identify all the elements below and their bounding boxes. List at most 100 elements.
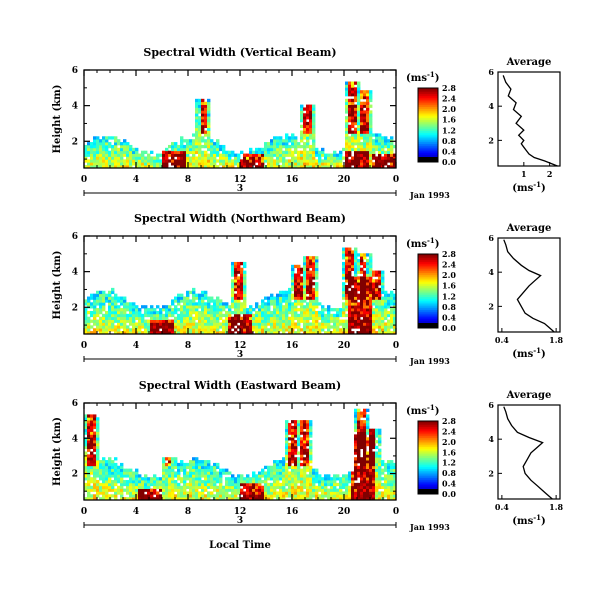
heatmap-cell — [321, 497, 325, 501]
heatmap-cell — [372, 296, 376, 300]
heatmap-cell — [303, 136, 307, 140]
heatmap-cell — [168, 308, 172, 312]
heatmap-cell — [111, 494, 115, 498]
heatmap-cell — [372, 139, 376, 143]
heatmap-cell — [111, 144, 115, 149]
heatmap-cell — [93, 165, 97, 169]
heatmap-cell — [279, 319, 283, 323]
heatmap-cell — [258, 313, 262, 318]
heatmap-cell — [171, 313, 175, 318]
heatmap-cell — [96, 457, 100, 461]
heatmap-cell — [162, 150, 166, 154]
heatmap-cell — [372, 471, 376, 475]
heatmap-cell — [195, 328, 199, 332]
heatmap-cell — [393, 144, 397, 149]
heatmap-cell — [336, 331, 340, 335]
heatmap-cell — [330, 313, 334, 318]
heatmap-cell — [360, 299, 364, 303]
heatmap-cell — [90, 310, 94, 315]
heatmap-cell — [366, 139, 370, 143]
heatmap-cell — [153, 313, 157, 318]
heatmap-cell — [144, 488, 148, 492]
heatmap-cell — [363, 488, 367, 492]
heatmap-cell — [90, 296, 94, 300]
heatmap-cell — [213, 328, 217, 332]
heatmap-cell — [348, 159, 352, 163]
heatmap-cell — [372, 270, 376, 274]
heatmap-cell — [168, 480, 172, 484]
heatmap-cell — [246, 482, 250, 487]
heatmap-cell — [315, 290, 319, 295]
heatmap-cell — [342, 491, 346, 495]
heatmap-cell — [117, 296, 121, 300]
heatmap-cell — [201, 144, 205, 149]
heatmap-cell — [300, 440, 304, 444]
heatmap-cell — [363, 448, 367, 452]
heatmap-cell — [309, 422, 313, 427]
heatmap-cell — [87, 328, 91, 332]
heatmap-cell — [375, 290, 379, 295]
heatmap-cell — [267, 310, 271, 315]
heatmap-cell — [345, 313, 349, 318]
heatmap-cell — [327, 305, 331, 309]
heatmap-cell — [375, 497, 379, 501]
heatmap-cell — [291, 448, 295, 452]
heatmap-cell — [135, 165, 139, 169]
heatmap-cell — [327, 328, 331, 332]
heatmap-cell — [177, 293, 181, 297]
heatmap-cell — [318, 328, 322, 332]
heatmap-cell — [120, 296, 124, 300]
heatmap-cell — [291, 485, 295, 489]
heatmap-cell — [228, 162, 232, 166]
heatmap-cell — [345, 477, 349, 481]
heatmap-cell — [291, 322, 295, 326]
heatmap-cell — [180, 488, 184, 492]
heatmap-cell — [96, 440, 100, 444]
colorbar-zero-segment — [418, 157, 438, 162]
heatmap-cell — [153, 308, 157, 312]
heatmap-cell — [177, 159, 181, 163]
heatmap-cell — [375, 313, 379, 318]
heatmap-cell — [315, 270, 319, 274]
heatmap-cell — [360, 480, 364, 484]
heatmap-cell — [93, 417, 97, 421]
heatmap-cell — [288, 299, 292, 303]
heatmap-cell — [366, 497, 370, 501]
heatmap-cell — [117, 325, 121, 329]
heatmap-cell — [189, 147, 193, 152]
heatmap-cell — [342, 319, 346, 323]
heatmap-cell — [357, 93, 361, 97]
heatmap-cell — [282, 296, 286, 300]
heatmap-cell — [258, 147, 262, 152]
heatmap-cell — [291, 442, 295, 447]
heatmap-cell — [147, 308, 151, 312]
heatmap-cell — [387, 305, 391, 309]
heatmap-cell — [252, 156, 256, 160]
heatmap-cell — [93, 159, 97, 163]
heatmap-cell — [162, 328, 166, 332]
heatmap-cell — [126, 485, 130, 489]
heatmap-cell — [225, 156, 229, 160]
heatmap-cell — [369, 302, 373, 306]
heatmap-cell — [372, 316, 376, 320]
heatmap-cell — [342, 253, 346, 257]
heatmap-cell — [243, 261, 247, 266]
heatmap-cell — [228, 319, 232, 323]
heatmap-cell — [150, 491, 154, 495]
heatmap-cell — [168, 331, 172, 335]
heatmap-cell — [195, 136, 199, 140]
colorbar-segment — [418, 437, 438, 440]
heatmap-cell — [360, 468, 364, 472]
profile-frame — [497, 237, 561, 333]
heatmap-cell — [360, 414, 364, 418]
heatmap-cell — [132, 482, 136, 487]
heatmap-cell — [180, 460, 184, 464]
heatmap-cell — [390, 485, 394, 489]
colorbar-segment — [418, 291, 438, 294]
heatmap-cell — [237, 331, 241, 335]
heatmap-cell — [354, 136, 358, 140]
heatmap-cell — [279, 474, 283, 478]
heatmap-cell — [306, 259, 310, 263]
heatmap-cell — [117, 159, 121, 163]
heatmap-cell — [189, 316, 193, 320]
